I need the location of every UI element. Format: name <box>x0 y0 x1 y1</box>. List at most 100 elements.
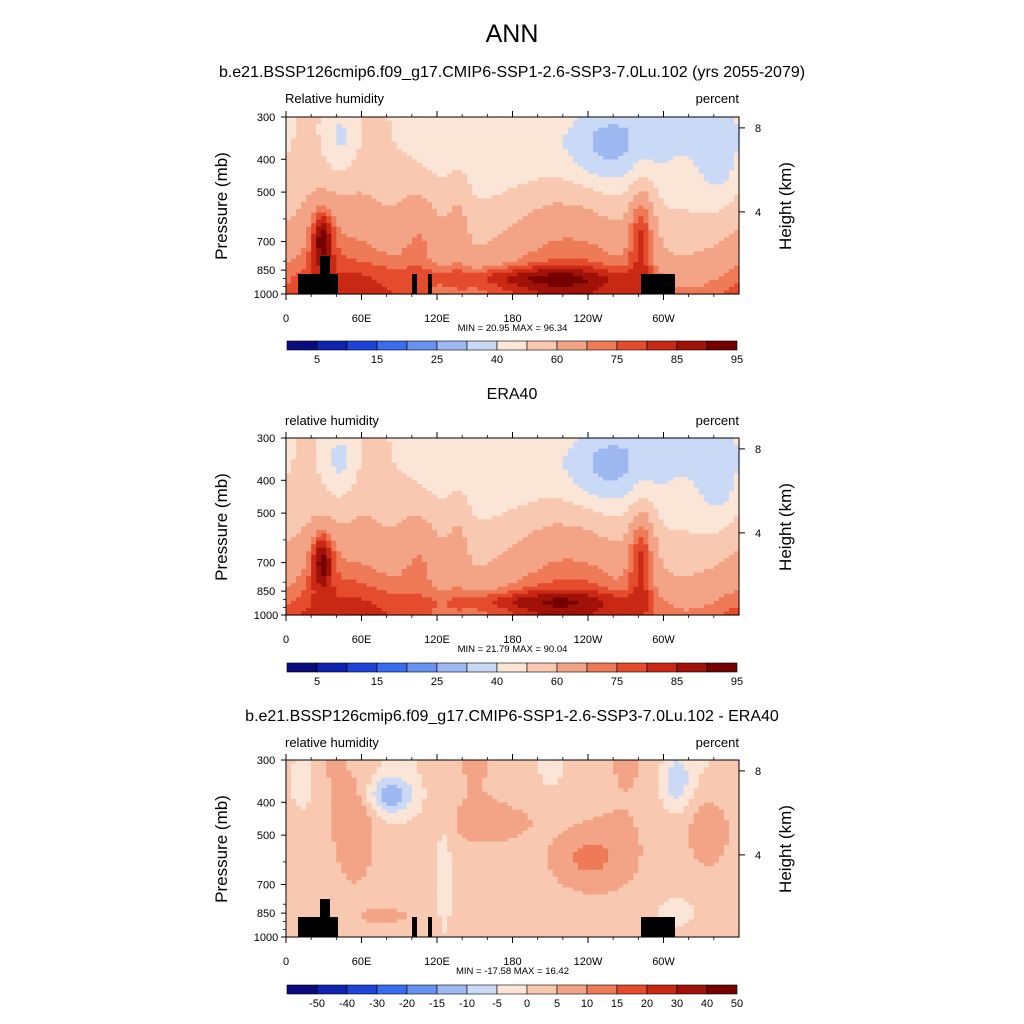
colorbar-label: 5 <box>554 998 560 1010</box>
panel-3-plot: 300 400 500 700 850 1000 8 4 0 60E 120E 180 120W 60W <box>254 754 761 968</box>
lon-tick-label: 0 <box>283 313 289 325</box>
colorbar-swatch <box>316 984 348 995</box>
colorbar-label: 5 <box>314 676 320 688</box>
colorbar-swatch <box>646 340 678 351</box>
panel-3-ylabel: Pressure (mb) <box>212 795 231 903</box>
colorbar-swatch <box>346 340 378 351</box>
pressure-tick-label: 400 <box>257 797 275 809</box>
panel-1-y2label: Height (km) <box>776 162 795 250</box>
lon-tick-label: 180 <box>503 634 521 646</box>
panel-3-units: percent <box>695 735 739 750</box>
pressure-tick-label: 300 <box>257 112 275 124</box>
lon-tick-label: 180 <box>503 313 521 325</box>
height-tick-label: 8 <box>755 444 761 456</box>
colorbar-swatch <box>556 984 588 995</box>
pressure-tick-label: 700 <box>257 880 275 892</box>
colorbar-swatch <box>706 662 738 673</box>
pressure-tick-label: 700 <box>257 237 275 249</box>
colorbar-swatch <box>646 984 678 995</box>
panel-1-ylabel: Pressure (mb) <box>212 152 231 260</box>
colorbar-swatch <box>676 662 708 673</box>
pressure-tick-label: 1000 <box>254 610 278 622</box>
pressure-tick-label: 700 <box>257 558 275 570</box>
pressure-tick-label: 400 <box>257 475 275 487</box>
panel-2-colorbar: 5 15 25 40 60 75 85 95 <box>286 662 743 688</box>
height-tick-label: 4 <box>755 207 761 219</box>
colorbar-swatch <box>376 340 408 351</box>
colorbar-label: 40 <box>491 676 503 688</box>
colorbar-label: 85 <box>671 354 683 366</box>
panel-2-title: ERA40 <box>486 386 538 403</box>
pressure-tick-label: 850 <box>257 908 275 920</box>
colorbar-label: 75 <box>611 676 623 688</box>
colorbar-swatch <box>376 984 408 995</box>
colorbar-label: 60 <box>551 354 563 366</box>
colorbar-swatch <box>496 340 528 351</box>
colorbar-swatch <box>646 662 678 673</box>
panel-2-units: percent <box>695 413 739 428</box>
pressure-tick-label: 300 <box>257 755 275 767</box>
colorbar-swatch <box>466 340 498 351</box>
pressure-tick-label: 500 <box>257 187 275 199</box>
pressure-tick-label: 300 <box>257 433 275 445</box>
colorbar-swatch <box>406 984 438 995</box>
colorbar-label: 40 <box>491 354 503 366</box>
panel-3-colorbar: -50 -40 -30 -20 -15 -10 -5 0 5 10 15 20 30 40 50 <box>286 984 743 1010</box>
colorbar-swatch <box>346 662 378 673</box>
colorbar-swatch <box>586 984 618 995</box>
colorbar-swatch <box>286 984 318 995</box>
panel-1-plot: 300 400 500 700 850 1000 8 4 0 60E 120E 180 120W 60W <box>254 111 761 325</box>
panel-2-y2label: Height (km) <box>776 483 795 571</box>
lon-tick-label: 180 <box>503 956 521 968</box>
panel-3-var-label: relative humidity <box>285 735 379 750</box>
colorbar-swatch <box>616 662 648 673</box>
colorbar-swatch <box>436 984 468 995</box>
colorbar-label: -15 <box>429 998 445 1010</box>
lon-tick-label: 120E <box>424 634 450 646</box>
colorbar-label: 95 <box>731 676 743 688</box>
height-tick-label: 4 <box>755 528 761 540</box>
colorbar-label: 15 <box>371 676 383 688</box>
colorbar-label: 40 <box>701 998 713 1010</box>
colorbar-label: -50 <box>309 998 325 1010</box>
panel-3-y2label: Height (km) <box>776 805 795 893</box>
lon-tick-label: 60E <box>352 956 372 968</box>
colorbar-label: -30 <box>369 998 385 1010</box>
colorbar-swatch <box>556 662 588 673</box>
colorbar-swatch <box>406 340 438 351</box>
pressure-tick-label: 400 <box>257 154 275 166</box>
topography-mask <box>298 256 675 294</box>
colorbar-swatch <box>346 984 378 995</box>
colorbar-swatch <box>526 662 558 673</box>
colorbar-swatch <box>496 662 528 673</box>
colorbar-label: 85 <box>671 676 683 688</box>
colorbar-swatch <box>466 984 498 995</box>
pressure-tick-label: 500 <box>257 508 275 520</box>
colorbar-swatch <box>706 340 738 351</box>
colorbar-label: 15 <box>611 998 623 1010</box>
lon-tick-label: 120E <box>424 956 450 968</box>
colorbar-label: 0 <box>524 998 530 1010</box>
lon-tick-label: 60W <box>652 634 675 646</box>
lon-tick-label: 120W <box>574 956 603 968</box>
colorbar-label: -40 <box>339 998 355 1010</box>
contour-fill <box>286 760 740 938</box>
colorbar-swatch <box>466 662 498 673</box>
panel-1-var-label: Relative humidity <box>285 91 384 106</box>
lon-tick-label: 0 <box>283 956 289 968</box>
colorbar-swatch <box>586 340 618 351</box>
height-tick-label: 8 <box>755 766 761 778</box>
colorbar-swatch <box>436 662 468 673</box>
colorbar-label: 95 <box>731 354 743 366</box>
lon-tick-label: 60W <box>652 956 675 968</box>
lon-tick-label: 0 <box>283 634 289 646</box>
colorbar-swatch <box>586 662 618 673</box>
colorbar-swatch <box>556 340 588 351</box>
colorbar-label: 25 <box>431 676 443 688</box>
colorbar-swatch <box>376 662 408 673</box>
colorbar-swatch <box>316 340 348 351</box>
colorbar-label: 5 <box>314 354 320 366</box>
pressure-tick-label: 1000 <box>254 932 278 944</box>
lon-tick-label: 60W <box>652 313 675 325</box>
panel-1-colorbar: 5 15 25 40 60 75 85 95 <box>286 340 743 366</box>
